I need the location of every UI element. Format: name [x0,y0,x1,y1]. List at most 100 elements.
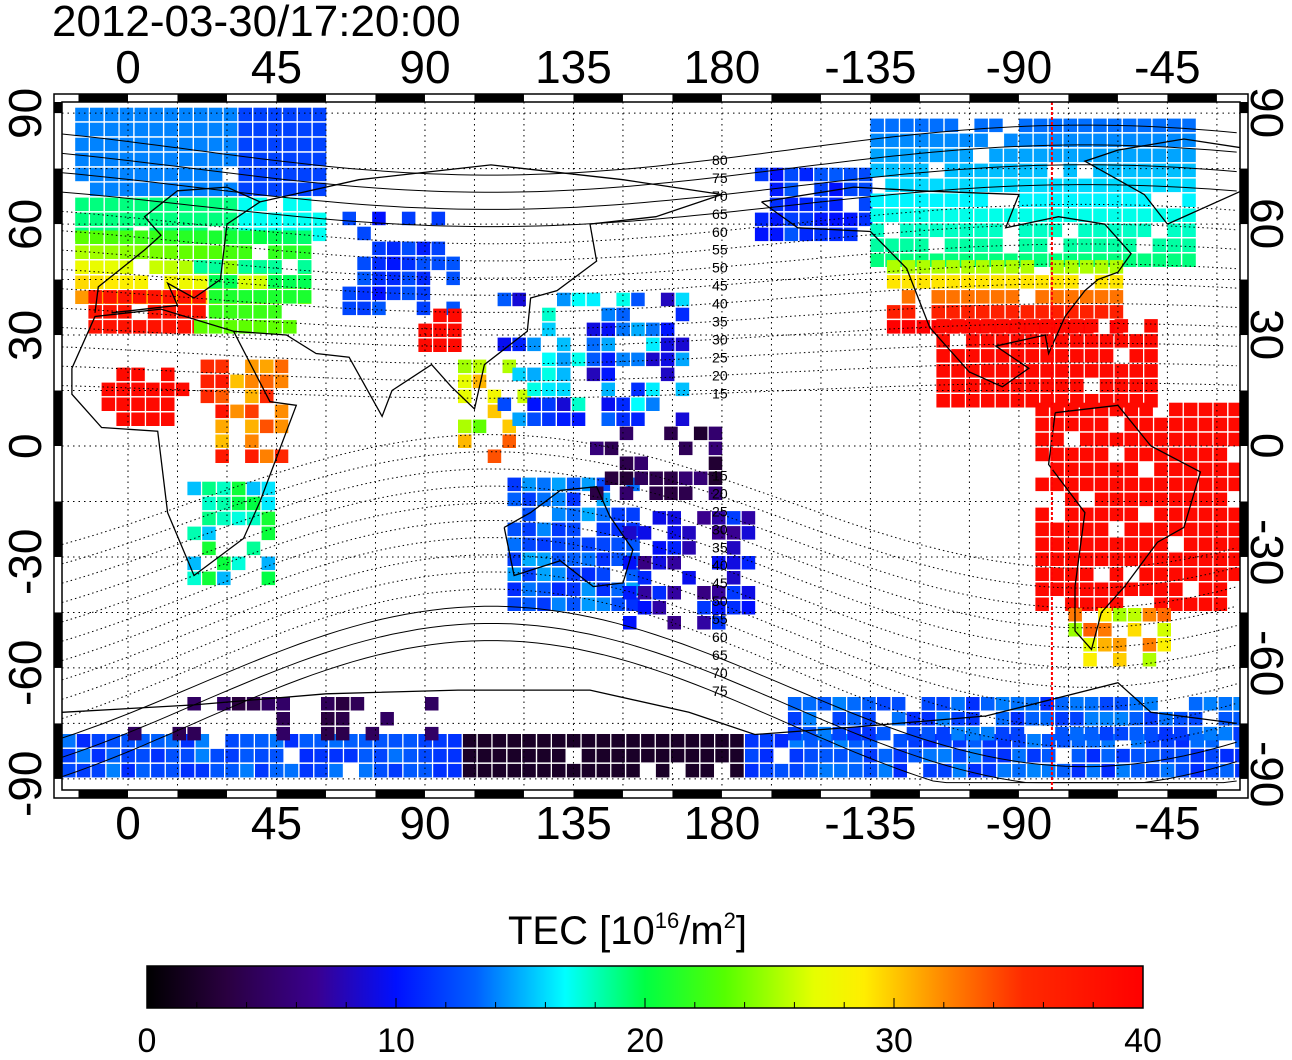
tec-cell [245,449,259,463]
tec-cell [283,275,297,289]
tec-cell [1098,608,1112,622]
frame-bar-top [1167,94,1217,102]
tec-cell [187,481,201,496]
tec-cell [215,404,229,419]
tec-cell [726,541,741,555]
tec-cell [90,230,104,244]
tec-cell [1144,379,1158,393]
tec-cell [208,260,223,274]
tec-cell [858,212,873,227]
tec-cell [418,323,432,338]
tec-cell [253,275,267,289]
tec-cell [1124,522,1138,537]
tec-cell [995,697,1010,711]
x-tick-bottom: 90 [399,797,451,849]
tec-cell [134,107,149,122]
tec-cell [741,601,756,615]
tec-cell [893,734,907,748]
tec-cell [995,319,1010,333]
tec-cell [682,526,696,540]
tec-cell [388,748,403,763]
tec-cell [664,471,678,485]
tec-cell [789,763,804,778]
tec-cell [1139,582,1153,596]
tec-cell [179,122,193,137]
tec-cell [225,734,239,748]
tec-cell [929,193,944,207]
tec-cell [1108,193,1122,207]
tec-cell [557,412,571,426]
tec-cell [900,178,914,193]
tec-cell [981,726,995,741]
tec-cell [581,507,596,522]
map-gridlines [62,102,1240,790]
tec-cell [104,212,119,227]
tec-cell [492,734,507,748]
tec-cell [416,241,431,256]
tec-cell [238,275,252,289]
contour-label: 75 [712,170,728,186]
tec-cell [165,763,180,778]
tec-cell [601,382,615,397]
tec-cell [1109,432,1124,447]
tec-cell [1129,726,1143,741]
tec-cell [1093,208,1107,222]
tec-cell [1124,402,1138,417]
tec-cell [1005,275,1020,289]
tec-cell [208,197,223,212]
tec-cell [1080,305,1094,319]
tec-cell [527,367,541,382]
tec-cell [194,122,208,137]
tec-cell [981,334,995,348]
tec-cell [373,763,388,778]
tec-cell [870,163,884,178]
tec-cell [611,597,625,611]
tec-cell [215,389,229,404]
tec-cell [944,133,959,148]
tec-cell [1080,582,1094,596]
tec-cell [631,412,645,426]
tec-cell [885,208,899,222]
tec-cell [179,212,193,227]
tec-cell [799,167,813,182]
tec-cell [959,238,973,252]
tec-cell [359,748,373,763]
tec-cell [134,152,149,167]
tec-cell [655,763,670,778]
tec-cell [431,256,446,271]
tec-cell [1137,253,1152,267]
tec-cell [217,511,231,526]
tec-cell [759,734,774,748]
tec-cell [581,748,596,763]
tec-cell [974,238,988,252]
tec-cell [1167,118,1181,133]
tec-cell [62,748,76,763]
tec-cell [192,290,206,304]
tec-cell [245,389,259,404]
tec-cell [542,307,556,322]
tec-cell [581,582,596,596]
tec-cell [321,726,335,741]
tec-cell [1065,305,1079,319]
tec-cell [75,245,89,259]
tec-cell [194,245,208,259]
tec-cell [268,320,282,334]
tec-cell [1098,623,1112,637]
tec-cell [164,212,178,227]
tec-cell [268,245,282,259]
tec-cell [433,748,447,763]
tec-cell [1113,653,1127,667]
tec-cell [886,305,901,319]
tec-cell [652,511,667,525]
tec-cell [1233,712,1240,726]
contour-line [62,605,1237,768]
tec-cell [769,182,784,197]
tec-cell [1157,638,1171,652]
tec-cell [1154,477,1168,492]
tec-cell [119,122,134,137]
tec-cell [1198,537,1213,551]
tec-cell [231,556,246,571]
tec-cell [552,522,566,537]
tec-cell [1050,260,1064,274]
